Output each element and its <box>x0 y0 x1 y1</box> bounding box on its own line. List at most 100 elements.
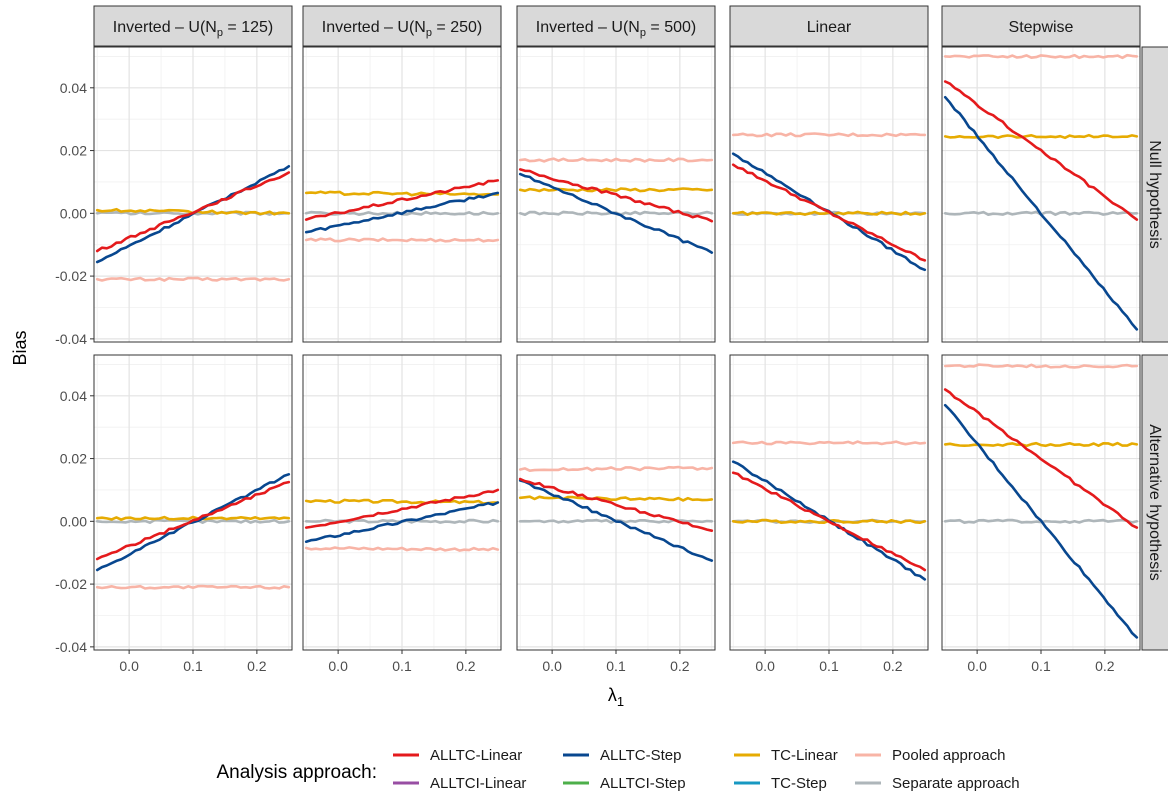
strip-background <box>93 5 293 47</box>
panel-1-3 <box>729 354 929 651</box>
series-line-alltc-step <box>943 403 1139 639</box>
y-axis-title: Bias <box>10 330 30 365</box>
row-strip-label: Alternative hypothesis <box>1146 424 1163 581</box>
y-tick-label: -0.02 <box>55 576 87 592</box>
column-strips: Inverted – U(Np = 125) Inverted – U(Np = … <box>93 5 1141 47</box>
panel-1-2 <box>516 354 716 651</box>
x-tick-label: 0.0 <box>755 658 775 674</box>
strip-label-main: Stepwise <box>1009 19 1074 36</box>
series-line-alltc-step <box>304 501 500 544</box>
series-line-alltc-linear <box>304 179 500 221</box>
legend-label: TC-Linear <box>771 747 838 764</box>
strip-label-suffix: = 500) <box>646 19 696 36</box>
legend: Analysis approach: ALLTC-Linear ALLTCI-Li… <box>216 747 1019 792</box>
series-line-pooled-approach <box>518 157 714 163</box>
strip-label-main: Inverted – U(N <box>536 19 640 36</box>
panel-border <box>516 46 716 343</box>
series-line-alltc-linear <box>731 163 927 262</box>
y-tick-label: -0.02 <box>55 268 87 284</box>
y-tick-label: 0.00 <box>60 205 87 221</box>
strip-label-main: Inverted – U(N <box>322 19 426 36</box>
legend-item-tc-step: TC-Step <box>734 775 827 792</box>
y-tick-label: -0.04 <box>55 639 87 655</box>
series-line-pooled-approach <box>95 276 291 282</box>
column-strip-0: Inverted – U(Np = 125) <box>93 5 293 47</box>
panel-1-4 <box>941 354 1141 651</box>
panel-0-4 <box>941 46 1141 343</box>
column-strip-3: Linear <box>729 5 929 47</box>
strip-label-sub: p <box>426 27 432 39</box>
series-line-alltc-step <box>943 95 1139 331</box>
strip-label-sub: p <box>217 27 223 39</box>
panel-1-1 <box>302 354 502 651</box>
panel-border <box>941 46 1141 343</box>
series-line-alltc-step <box>95 472 291 572</box>
x-tick-label: 0.2 <box>883 658 903 674</box>
series-line-alltc-linear <box>518 168 714 223</box>
strip-background <box>1141 354 1168 651</box>
x-axis-title-main: λ <box>608 685 617 705</box>
legend-label: TC-Step <box>771 775 827 792</box>
x-tick-label: 0.2 <box>247 658 267 674</box>
series-line-alltc-linear <box>943 388 1139 529</box>
legend-title: Analysis approach: <box>216 762 377 783</box>
column-strip-4: Stepwise <box>941 5 1141 47</box>
legend-label: ALLTC-Step <box>600 747 681 764</box>
panel-border <box>93 46 293 343</box>
series-line-alltc-linear <box>518 477 714 533</box>
panel-0-2 <box>516 46 716 343</box>
legend-item-separate-approach: Separate approach <box>855 775 1020 792</box>
column-strip-label: Inverted – U(Np = 500) <box>536 19 696 39</box>
legend-label: ALLTCI-Linear <box>430 775 526 792</box>
series-line-pooled-approach <box>304 546 500 552</box>
series-line-pooled-approach <box>731 132 927 138</box>
series-line-pooled-approach <box>943 363 1139 369</box>
y-tick-label: 0.04 <box>60 80 87 96</box>
legend-item-alltc-step: ALLTC-Step <box>563 747 681 764</box>
x-tick-label: 0.0 <box>542 658 562 674</box>
series-line-alltc-linear <box>731 471 927 572</box>
x-tick-label: 0.2 <box>670 658 690 674</box>
legend-label: Separate approach <box>892 775 1020 792</box>
column-strip-label: Linear <box>807 19 852 36</box>
legend-label: ALLTC-Linear <box>430 747 522 764</box>
x-tick-label: 0.2 <box>456 658 476 674</box>
row-strips: Null hypothesis Alternative hypothesis <box>1141 46 1168 651</box>
series-line-pooled-approach <box>304 237 500 243</box>
column-strip-label: Inverted – U(Np = 125) <box>113 19 273 39</box>
row-strip-1: Alternative hypothesis <box>1141 354 1168 651</box>
x-axes: 0.0 0.1 0.2 0.0 0.1 0.2 0.0 0.1 0.2 0.0 0.1 0.2 0.0 0… <box>119 650 1115 674</box>
strip-label-suffix: = 250) <box>432 19 482 36</box>
x-tick-label: 0.1 <box>606 658 626 674</box>
legend-item-pooled-approach: Pooled approach <box>855 747 1005 764</box>
chart-panels <box>93 46 1141 651</box>
strip-background <box>302 5 502 47</box>
panel-1-0 <box>93 354 293 651</box>
series-line-tc-linear <box>95 515 291 521</box>
strip-label-main: Linear <box>807 19 852 36</box>
x-tick-label: 0.1 <box>183 658 203 674</box>
x-tick-label: 0.1 <box>1031 658 1051 674</box>
strip-label-main: Inverted – U(N <box>113 19 217 36</box>
y-tick-label: -0.04 <box>55 331 87 347</box>
column-strip-1: Inverted – U(Np = 250) <box>302 5 502 47</box>
series-line-alltc-step <box>518 172 714 254</box>
series-line-alltc-linear <box>95 171 291 253</box>
series-line-pooled-approach <box>943 53 1139 60</box>
strip-background <box>941 5 1141 47</box>
legend-item-tc-linear: TC-Linear <box>734 747 838 764</box>
x-tick-label: 0.1 <box>819 658 839 674</box>
column-strip-label: Stepwise <box>1009 19 1074 36</box>
panel-0-3 <box>729 46 929 343</box>
column-strip-label: Inverted – U(Np = 250) <box>322 19 482 39</box>
strip-label-sub: p <box>640 27 646 39</box>
series-line-pooled-approach <box>518 465 714 473</box>
x-axis-title: λ1 <box>608 685 624 709</box>
panel-0-1 <box>302 46 502 343</box>
legend-label: ALLTCI-Step <box>600 775 686 792</box>
series-line-alltc-linear <box>95 480 291 561</box>
series-line-tc-linear <box>518 495 714 502</box>
legend-label: Pooled approach <box>892 747 1005 764</box>
y-tick-label: 0.02 <box>60 143 87 159</box>
